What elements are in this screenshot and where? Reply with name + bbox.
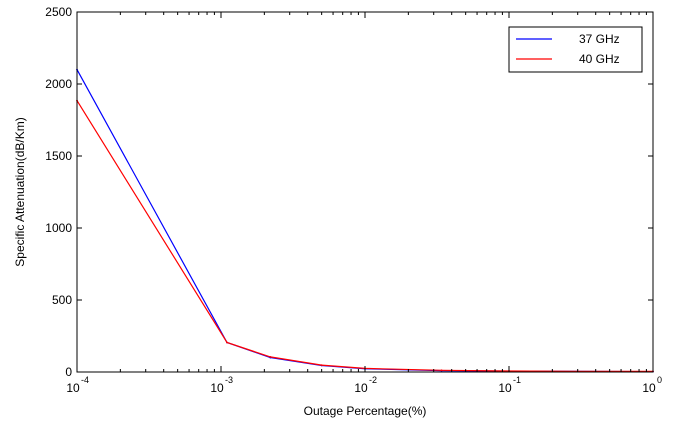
x-tick-label: 10 bbox=[66, 381, 80, 395]
x-tick-label: 10 bbox=[354, 381, 368, 395]
y-tick-label: 2500 bbox=[45, 5, 72, 19]
x-tick-label: 10 bbox=[642, 381, 656, 395]
data-point-40ghz bbox=[226, 341, 228, 344]
x-tick-label-exponent: 0 bbox=[657, 375, 662, 385]
x-tick-label-exponent: -1 bbox=[513, 375, 521, 385]
y-tick-label: 1000 bbox=[45, 221, 72, 235]
x-axis-label: Outage Percentage(%) bbox=[304, 404, 427, 418]
x-tick-label-exponent: -4 bbox=[81, 375, 89, 385]
legend-label-40ghz: 40 GHz bbox=[579, 52, 620, 66]
data-point-40ghz bbox=[269, 356, 272, 358]
legend: 37 GHz 40 GHz bbox=[508, 26, 643, 73]
y-tick-label: 1500 bbox=[45, 149, 72, 163]
x-tick-label-exponent: -2 bbox=[369, 375, 377, 385]
data-point-40ghz bbox=[440, 369, 443, 372]
y-tick-label: 0 bbox=[65, 365, 72, 379]
y-tick-label: 500 bbox=[52, 293, 72, 307]
data-point-40ghz bbox=[320, 364, 323, 366]
legend-label-37ghz: 37 GHz bbox=[579, 32, 620, 46]
y-axis-label: Specific Attenuation(dB/Km) bbox=[13, 117, 27, 266]
y-axis: 0 500 1000 1500 2000 2500 bbox=[45, 5, 653, 379]
y-tick-label: 2000 bbox=[45, 77, 72, 91]
x-tick-label-exponent: -3 bbox=[225, 375, 233, 385]
x-tick-label: 10 bbox=[498, 381, 512, 395]
legend-box bbox=[508, 26, 643, 73]
x-tick-label: 10 bbox=[210, 381, 224, 395]
